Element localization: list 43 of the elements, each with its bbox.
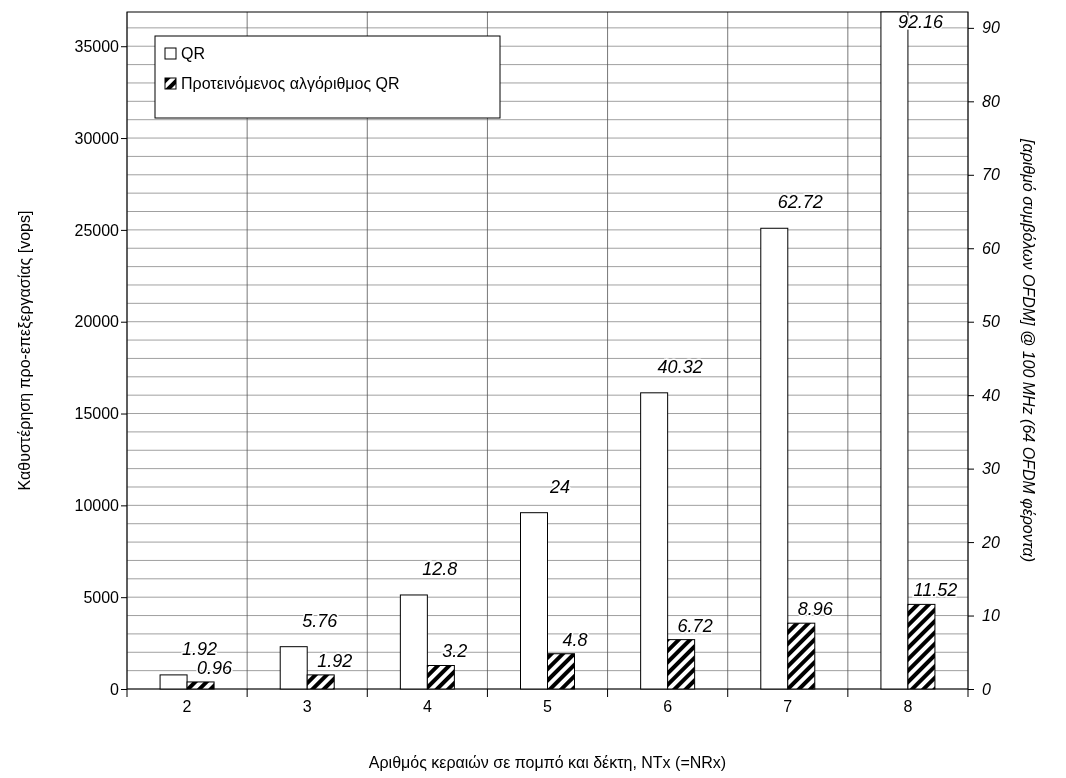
data-label: 6.72	[677, 615, 713, 636]
y2-axis-title: [αριθμό συμβόλων OFDM] @ 100 MHz (64 OFDM φέροντα)	[1020, 138, 1037, 562]
x-tick-label: 4	[422, 698, 432, 716]
x-axis-title: Αριθμός κεραιών σε πομπό και δέκτη, NTx (=NRx)	[368, 754, 727, 771]
x-tick-label: 5	[543, 698, 553, 716]
x-tick-label: 3	[302, 698, 312, 716]
data-label: 5.76	[302, 610, 339, 631]
x-tick-label: 2	[182, 698, 192, 716]
x-tick-label: 6	[663, 698, 673, 716]
y-tick-label: 25000	[74, 221, 120, 239]
data-label: 1.92	[317, 650, 353, 671]
y-tick-label: 10000	[74, 496, 120, 514]
data-label: 62.72	[777, 192, 823, 213]
y-axis-title: Καθυστέρηση προ-επεξεργασίας [vops]	[16, 210, 34, 491]
y2-tick-label: 60	[982, 239, 1000, 257]
data-label: 4.8	[562, 629, 588, 650]
y2-tick-label: 90	[982, 19, 1000, 37]
y2-tick-label: 80	[982, 92, 1000, 110]
y-tick-label: 20000	[74, 313, 120, 331]
y-tick-label: 5000	[83, 588, 120, 606]
y2-tick-label: 10	[982, 607, 1000, 625]
y2-tick-label: 0	[982, 680, 991, 698]
y-tick-label: 0	[110, 680, 120, 698]
legend-label: QR	[181, 45, 205, 62]
data-label: 11.52	[913, 580, 958, 601]
y-tick-label: 30000	[74, 129, 120, 147]
legend-label: Προτεινόμενος αλγόριθμος QR	[181, 75, 400, 92]
x-tick-label: 8	[903, 698, 913, 716]
y-tick-label: 35000	[74, 37, 120, 55]
y-tick-label: 15000	[74, 405, 120, 423]
data-label: 12.8	[422, 558, 458, 579]
data-label: 3.2	[442, 641, 468, 662]
y2-tick-label: 20	[981, 533, 1000, 551]
y2-tick-label: 50	[982, 313, 1000, 331]
y2-tick-label: 30	[982, 460, 1000, 478]
y2-tick-label: 40	[982, 386, 1000, 404]
y2-tick-label: 70	[982, 166, 1000, 184]
data-label: 8.96	[797, 599, 834, 620]
data-label: 24	[548, 476, 571, 497]
x-tick-label: 7	[783, 698, 793, 716]
data-label: 40.32	[657, 356, 703, 377]
data-label: 0.96	[197, 657, 234, 678]
data-label: 1.92	[182, 638, 218, 659]
